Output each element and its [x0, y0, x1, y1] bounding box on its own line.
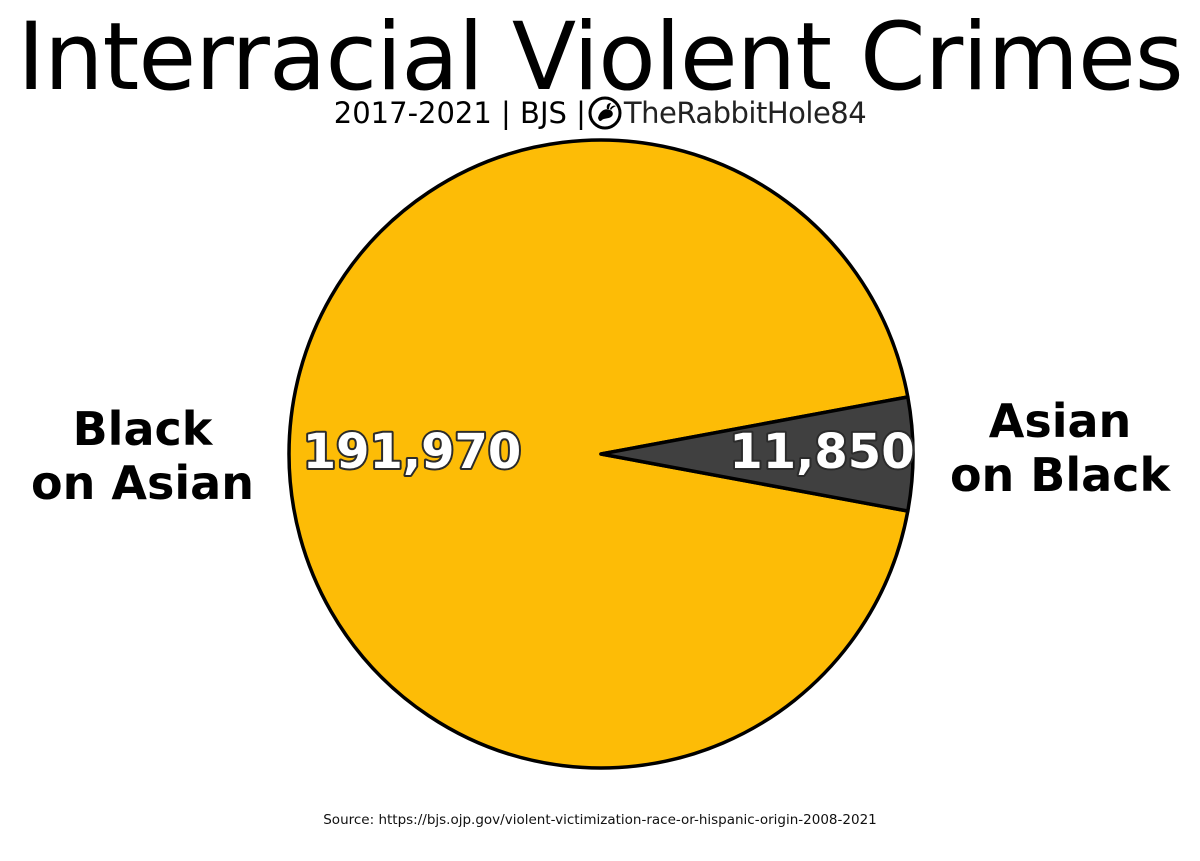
- chart-title: Interracial Violent Crimes: [17, 3, 1184, 112]
- slice-value-label-asian-on-black: 11,850: [729, 424, 914, 480]
- author-handle: TheRabbitHole84: [623, 96, 867, 130]
- label-line: Black: [72, 402, 213, 456]
- slice-category-label-black-on-asian: Black on Asian: [20, 402, 265, 510]
- rabbit-logo-icon: [588, 96, 622, 130]
- label-line: Asian: [988, 394, 1132, 448]
- source-footnote: Source: https://bjs.ojp.gov/violent-vict…: [323, 812, 877, 828]
- label-line: on Asian: [31, 456, 254, 510]
- label-line: on Black: [949, 448, 1171, 502]
- pie-slice-black-on-asian: [287, 138, 910, 770]
- slice-value-label-black-on-asian: 191,970: [303, 424, 522, 480]
- subtitle-prefix: 2017-2021 | BJS |: [333, 96, 586, 130]
- slice-category-label-asian-on-black: Asian on Black: [940, 394, 1180, 502]
- chart-subtitle: 2017-2021 | BJS | TheRabbitHole84: [0, 93, 1200, 133]
- pie-slice-asian-on-black: [599, 395, 915, 513]
